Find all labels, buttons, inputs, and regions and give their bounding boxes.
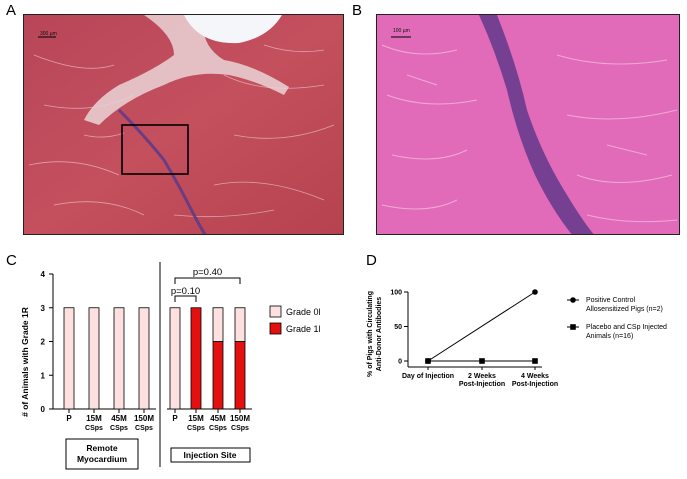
chart-c-bar-grade0	[63, 307, 75, 410]
chart-c-ylabel: # of Animals with Grade 1R	[20, 307, 30, 417]
chart-c-xtick-label: P	[66, 414, 72, 423]
panel-b-letter: B	[352, 2, 363, 19]
chart-c-legend-swatch-grade1	[269, 322, 282, 335]
chart-d-point-placebo	[479, 358, 485, 364]
chart-c-bar-grade0	[138, 307, 150, 410]
chart-d: % of Pigs with Circulating Anti-Donor Ant…	[367, 289, 667, 388]
chart-d-legend-marker-positive	[570, 297, 576, 303]
chart-d-xtick-label: 2 Weeks	[468, 373, 496, 380]
chart-c-bar-grade1	[190, 307, 202, 410]
chart-d-point-placebo	[425, 358, 431, 364]
chart-d-xtick-label-2: Post-Injection	[512, 381, 558, 388]
panel-d-letter: D	[366, 252, 377, 269]
chart-c-annotation-1: p=0.10	[171, 286, 200, 297]
chart-d-ytick-label: 50	[394, 324, 402, 331]
inset-box	[121, 124, 189, 175]
chart-d-legend-marker-placebo	[570, 324, 576, 330]
chart-c-xtick-label: 45M	[210, 414, 226, 423]
chart-c-xtick-label: P	[172, 414, 178, 423]
chart-d-ytick-label: 100	[390, 290, 402, 297]
scale-bar-b: 100 µm	[393, 28, 410, 34]
chart-c-legend-swatch-grade0	[269, 305, 282, 318]
chart-c-legend-label-grade0: Grade 0R	[286, 307, 320, 317]
chart-c-group-label-injection: Injection Site	[184, 450, 237, 460]
panel-a-letter: A	[6, 2, 17, 19]
chart-d-point-placebo	[532, 358, 538, 364]
chart-c-bar-grade0	[169, 307, 181, 410]
micrograph-b: 100 µm	[376, 14, 680, 235]
chart-d-ylabel-2: Anti-Donor Antibodies	[376, 297, 383, 372]
chart-c-bar-grade1	[234, 341, 246, 410]
chart-c-ytick-label: 4	[41, 270, 46, 279]
chart-c-bar-grade0	[113, 307, 125, 410]
chart-c-ytick-label: 2	[41, 338, 46, 347]
chart-c-bracket-1	[174, 295, 197, 302]
chart-c-ytick-label: 0	[41, 405, 46, 414]
chart-d-point-positive	[532, 289, 538, 295]
chart-c-group-label-remote-1: Remote	[86, 443, 117, 453]
chart-d-xtick-label: 4 Weeks	[521, 373, 549, 380]
micrograph-b-image	[377, 15, 679, 234]
chart-c-group-box-remote	[65, 438, 139, 470]
chart-d-xtick-label-2: Post-Injection	[459, 381, 505, 388]
chart-c-bar-grade0	[212, 307, 224, 342]
chart-c-bracket-2	[174, 277, 241, 284]
chart-c-ytick-label: 1	[41, 371, 46, 380]
chart-c-xtick-label: 150M	[230, 414, 250, 423]
chart-c-xtick-label: 15M	[86, 414, 102, 423]
chart-d-series-line-positive	[427, 291, 536, 362]
chart-d-legend-label-positive-2: Allosensitized Pigs (n=2)	[586, 306, 663, 313]
chart-c-group-label-remote-2: Myocardium	[77, 454, 128, 464]
chart-c-annotation-2: p=0.40	[193, 267, 222, 278]
chart-c-xtick-label-2: CSps	[209, 425, 227, 432]
chart-d-ylabel-1: % of Pigs with Circulating	[367, 291, 374, 377]
chart-c-xtick-label-2: CSps	[135, 425, 153, 432]
chart-c-bar-grade0	[88, 307, 100, 410]
chart-d-legend-label-positive-1: Positive Control	[586, 297, 635, 304]
chart-c-ytick-label: 3	[41, 304, 46, 313]
chart-c-xtick-label: 15M	[188, 414, 204, 423]
chart-c-bar-grade1	[212, 341, 224, 410]
chart-d-legend-label-placebo-2: Animals (n=16)	[586, 333, 633, 340]
chart-c: # of Animals with Grade 1R 0 1 2 3 4 P 15M CSps 4…	[20, 262, 320, 470]
chart-c-xtick-label-2: CSps	[110, 425, 128, 432]
chart-c-xtick-label: 45M	[111, 414, 127, 423]
chart-c-legend-label-grade1: Grade 1R	[286, 324, 320, 334]
chart-c-group-box-injection	[170, 447, 251, 463]
micrograph-a-image	[24, 15, 343, 234]
scale-bar-a: 300 µm	[40, 31, 57, 37]
chart-c-xtick-label: 150M	[134, 414, 154, 423]
chart-d-legend-label-placebo-1: Placebo and CSp Injected	[586, 324, 667, 331]
chart-d-ytick-label: 0	[398, 359, 402, 366]
chart-c-xtick-label-2: CSps	[85, 425, 103, 432]
micrograph-a: 300 µm	[23, 14, 344, 235]
chart-c-xtick-label-2: CSps	[187, 425, 205, 432]
chart-c-xtick-label-2: CSps	[231, 425, 249, 432]
panel-c-letter: C	[6, 252, 17, 269]
chart-d-xtick-label: Day of Injection	[402, 373, 454, 380]
chart-c-bar-grade0	[234, 307, 246, 342]
